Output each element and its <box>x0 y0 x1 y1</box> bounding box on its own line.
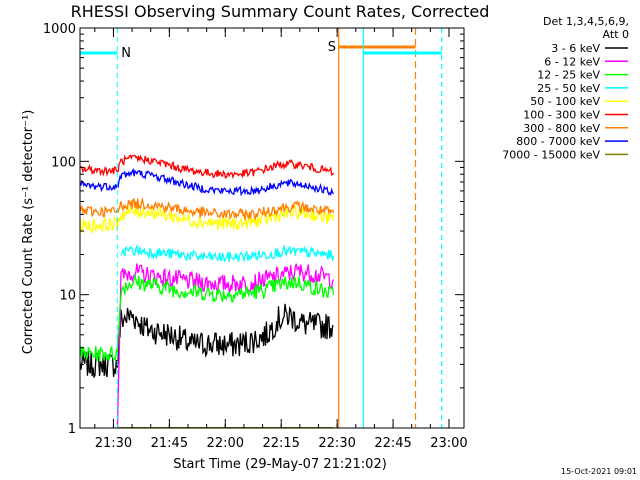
axes: 1 10 100 1000 21:30 21:45 22:00 22:15 22:30 22:45… <box>43 22 468 451</box>
legend-label: 100 - 300 keV <box>523 109 600 122</box>
legend-label: 50 - 100 keV <box>530 95 600 108</box>
x-axis-label: Start Time (29-May-07 21:21:02) <box>173 457 387 472</box>
legend-header-line: Att 0 <box>603 28 629 41</box>
legend-label: 800 - 7000 keV <box>516 135 600 148</box>
saa-flag-label: S <box>328 40 336 55</box>
y-tick-label: 10 <box>59 289 76 304</box>
plot-frame <box>79 27 465 429</box>
series-line-3-6-keV <box>80 303 334 379</box>
y-axis-label: Corrected Count Rate (s⁻¹ detector⁻¹) <box>21 110 36 355</box>
y-tick-label: 100 <box>51 155 76 170</box>
y-tick-label: 1 <box>68 422 76 437</box>
legend-label: 300 - 800 keV <box>523 122 600 135</box>
x-tick-label: 22:30 <box>318 436 355 451</box>
legend-label: 3 - 6 keV <box>551 42 600 55</box>
footer-timestamp: 15-Oct-2021 09:01 <box>561 467 637 476</box>
x-tick-label: 22:00 <box>207 436 244 451</box>
legend-label: 12 - 25 keV <box>537 69 600 82</box>
series-line-300-800-keV <box>80 196 335 221</box>
legend-header-line: Det 1,3,4,5,6,9, <box>543 15 629 28</box>
series-line-800-7000-keV <box>80 167 335 197</box>
series-line-50-100-keV <box>80 204 335 235</box>
night-flag-label: N <box>121 46 131 61</box>
legend-label: 25 - 50 keV <box>537 82 600 95</box>
series-line-6-12-keV <box>116 263 335 428</box>
legend-label: 7000 - 15000 keV <box>502 148 600 161</box>
x-tick-label: 22:45 <box>374 436 411 451</box>
x-tick-label: 23:00 <box>430 436 467 451</box>
legend-label: 6 - 12 keV <box>544 55 600 68</box>
series-line-25-50-keV <box>120 243 335 263</box>
chart-title: RHESSI Observing Summary Count Rates, Co… <box>71 2 490 21</box>
x-tick-label: 21:30 <box>95 436 132 451</box>
series-line-12-25-keV <box>80 274 335 362</box>
x-tick-label: 21:45 <box>151 436 188 451</box>
series-line-100-300-keV <box>80 154 335 180</box>
y-tick-label: 1000 <box>43 22 76 37</box>
x-tick-label: 22:15 <box>262 436 299 451</box>
